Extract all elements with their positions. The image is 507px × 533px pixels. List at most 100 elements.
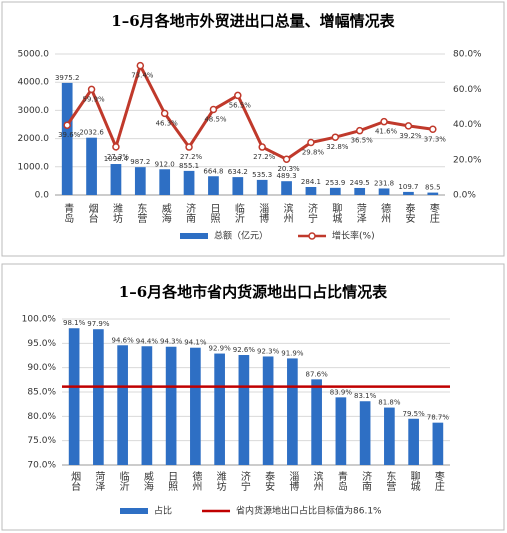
value-label: 92.9%: [209, 345, 232, 353]
legend-label: 省内货源地出口占比目标值为86.1%: [236, 505, 382, 517]
value-label: 855.1: [179, 162, 199, 170]
marker: [355, 126, 364, 135]
value-label: 59.9%: [82, 95, 105, 103]
chart-title: 1–6月各地市外贸进出口总量、增幅情况表: [111, 12, 395, 30]
bar: [117, 345, 128, 465]
bar: [238, 355, 250, 465]
x-tick-label: 济宁: [305, 202, 317, 223]
bar: [61, 82, 73, 195]
value-label: 87.6%: [306, 370, 329, 378]
value-label: 78.7%: [427, 414, 450, 422]
value-label: 97.9%: [87, 320, 110, 328]
x-tick-label: 烟台: [69, 470, 81, 492]
value-label: 36.5%: [351, 137, 374, 145]
value-label: 912.0: [155, 160, 175, 168]
x-tick-label: 德州: [379, 202, 391, 223]
value-label: 92.6%: [233, 346, 256, 354]
value-label: 1098.4: [104, 155, 129, 163]
value-label: 39.2%: [399, 132, 422, 140]
legend-swatch: [308, 232, 316, 240]
bar: [183, 170, 195, 195]
x-tick-label: 济宁: [238, 470, 250, 491]
y-tick-label: 70.0%: [27, 461, 56, 471]
x-tick-label: 德州: [190, 470, 202, 491]
legend-swatch: [120, 508, 148, 514]
chart-title: 1–6月各地市省内货源地出口占比情况表: [119, 283, 388, 301]
legend-label: 占比: [154, 505, 172, 517]
y-tick-label: 3000.0: [18, 106, 50, 116]
y2-tick-label: 60.0%: [453, 85, 482, 95]
marker: [160, 109, 169, 118]
marker: [136, 61, 145, 70]
y-tick-label: 0.0: [35, 191, 50, 201]
value-label: 2032.6: [79, 129, 104, 137]
y2-tick-label: 0.0%: [453, 191, 476, 201]
value-label: 39.6%: [58, 131, 81, 139]
marker: [282, 155, 291, 163]
marker: [380, 117, 388, 126]
bar: [214, 353, 225, 465]
value-label: 48.5%: [204, 116, 227, 124]
value-label: 634.2: [228, 168, 248, 176]
x-tick-label: 青岛: [62, 202, 74, 224]
y-tick-label: 2000.0: [18, 134, 50, 144]
y-tick-label: 85.0%: [27, 388, 56, 398]
x-tick-label: 菏泽: [354, 203, 366, 223]
x-tick-label: 菏泽: [93, 471, 105, 491]
value-label: 79.5%: [403, 410, 426, 418]
bar: [354, 187, 366, 195]
bar: [384, 407, 395, 465]
x-tick-label: 东营: [384, 470, 396, 492]
marker: [331, 133, 340, 141]
bar: [329, 187, 341, 195]
y-tick-label: 75.0%: [27, 436, 56, 446]
bar: [281, 181, 292, 195]
value-label: 41.6%: [375, 128, 398, 136]
marker: [63, 121, 71, 129]
value-label: 231.8: [374, 179, 394, 187]
marker: [112, 143, 120, 151]
value-label: 81.8%: [378, 399, 401, 407]
bar: [190, 347, 201, 465]
value-label: 3975.2: [55, 74, 80, 82]
bar: [378, 188, 390, 195]
bar: [141, 346, 153, 465]
bar: [68, 328, 80, 465]
value-label: 56.5%: [229, 101, 252, 109]
y-tick-label: 4000.0: [18, 78, 50, 88]
y2-tick-label: 80.0%: [453, 50, 482, 60]
bar: [256, 179, 268, 195]
value-label: 83.9%: [330, 388, 353, 396]
y-tick-label: 95.0%: [27, 339, 56, 349]
marker: [258, 143, 266, 151]
value-label: 94.1%: [184, 339, 207, 347]
x-tick-label: 聊城: [408, 470, 420, 492]
bar: [305, 186, 317, 195]
line: [65, 61, 434, 161]
marker: [209, 105, 218, 114]
x-tick-label: 日照: [166, 471, 178, 492]
x-tick-label: 临沂: [232, 202, 244, 223]
bar: [86, 137, 97, 195]
bar: [262, 356, 274, 465]
marker: [429, 125, 437, 134]
x-tick-label: 枣庄: [432, 471, 444, 492]
bar: [359, 401, 371, 465]
value-label: 85.5: [425, 184, 441, 192]
x-tick-label: 济南: [184, 202, 196, 223]
value-label: 27.2%: [253, 153, 276, 161]
value-label: 94.3%: [160, 338, 183, 346]
x-tick-label: 烟台: [86, 202, 98, 224]
marker: [404, 122, 413, 130]
bar: [134, 167, 146, 195]
value-label: 94.6%: [112, 336, 135, 344]
bar: [208, 176, 219, 195]
y-tick-label: 90.0%: [27, 363, 56, 373]
bar: [311, 379, 322, 465]
panel: [1, 263, 505, 531]
x-tick-label: 日照: [208, 203, 220, 224]
x-tick-label: 枣庄: [427, 203, 439, 224]
value-label: 73.4%: [131, 72, 154, 80]
bar: [335, 397, 347, 465]
value-label: 987.2: [130, 158, 150, 166]
